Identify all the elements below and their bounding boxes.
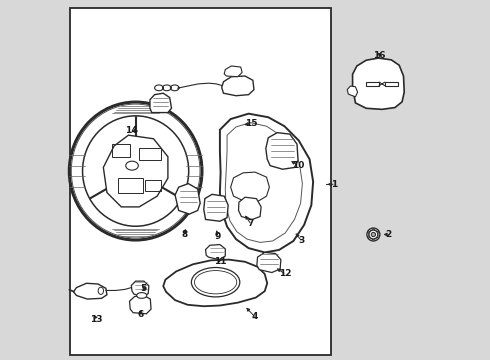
Polygon shape (220, 114, 313, 252)
Text: 5: 5 (141, 284, 147, 293)
Text: 9: 9 (215, 232, 221, 241)
Circle shape (367, 228, 380, 241)
Polygon shape (129, 296, 151, 314)
Text: 4: 4 (252, 312, 258, 321)
Polygon shape (131, 281, 149, 297)
Polygon shape (221, 76, 254, 96)
Polygon shape (266, 133, 298, 169)
Text: 3: 3 (298, 237, 305, 246)
Text: 14: 14 (124, 126, 137, 135)
Ellipse shape (137, 293, 147, 298)
Text: 1: 1 (332, 180, 338, 189)
Text: 8: 8 (182, 230, 188, 239)
Text: 16: 16 (373, 51, 386, 60)
Polygon shape (175, 184, 200, 214)
Polygon shape (257, 252, 281, 273)
Polygon shape (163, 260, 267, 306)
Text: 6: 6 (138, 310, 144, 319)
Text: 7: 7 (247, 219, 254, 228)
Text: 11: 11 (214, 257, 227, 266)
Polygon shape (103, 135, 168, 207)
Polygon shape (150, 93, 172, 113)
Text: 13: 13 (90, 315, 102, 324)
Polygon shape (224, 66, 242, 77)
Polygon shape (74, 283, 107, 299)
Circle shape (369, 230, 378, 239)
Polygon shape (204, 194, 228, 221)
Ellipse shape (82, 116, 189, 226)
Polygon shape (205, 244, 225, 260)
Text: 10: 10 (292, 161, 304, 170)
Text: 15: 15 (245, 119, 258, 128)
Polygon shape (239, 197, 261, 220)
Text: 12: 12 (279, 269, 292, 278)
Text: 2: 2 (385, 230, 392, 239)
Polygon shape (353, 58, 404, 109)
Circle shape (371, 232, 375, 237)
Polygon shape (347, 86, 358, 97)
FancyBboxPatch shape (70, 8, 331, 355)
